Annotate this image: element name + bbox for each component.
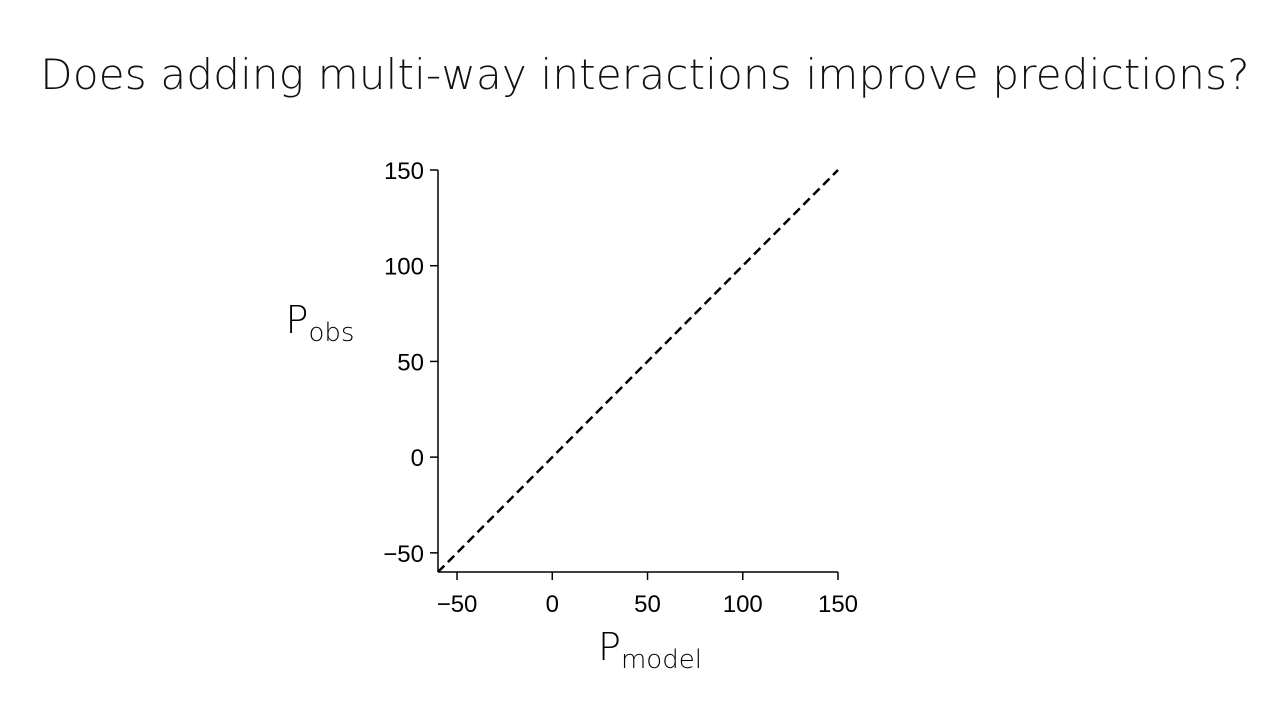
y-tick-label: 100 bbox=[384, 254, 424, 281]
x-tick-label: 100 bbox=[723, 591, 763, 618]
y-tick-label: 150 bbox=[384, 158, 424, 185]
x-tick-label: −50 bbox=[437, 591, 478, 618]
x-tick-label: 150 bbox=[818, 591, 858, 618]
series-layer bbox=[437, 169, 839, 573]
y-tick-label: 50 bbox=[397, 349, 424, 376]
y-tick-label: −50 bbox=[383, 541, 424, 568]
slide-title: Does adding multi-way interactions impro… bbox=[40, 50, 1250, 99]
x-axis-label: Pmodel bbox=[598, 625, 702, 675]
x-axis-ticks: −50 0 50 100 150 bbox=[437, 572, 858, 618]
y-axis-label: Pobs bbox=[286, 298, 355, 348]
y-axis-ticks: −50 0 50 100 150 bbox=[383, 158, 438, 568]
x-tick-label: 0 bbox=[546, 591, 559, 618]
x-tick-label: 50 bbox=[634, 591, 661, 618]
identity-dashed-line bbox=[437, 169, 839, 573]
y-tick-label: 0 bbox=[411, 445, 424, 472]
